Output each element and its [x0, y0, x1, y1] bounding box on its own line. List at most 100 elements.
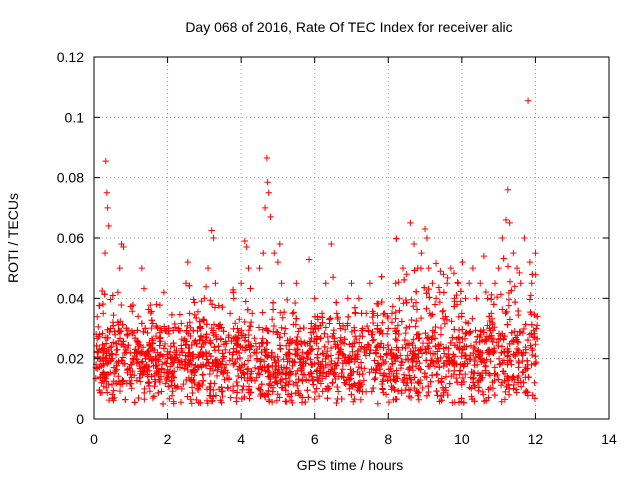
data-point: [380, 344, 387, 351]
data-point: [156, 301, 164, 309]
data-point: [281, 330, 288, 337]
data-point: [191, 368, 199, 375]
data-point: [361, 365, 368, 372]
data-point: [503, 383, 510, 391]
data-point: [433, 387, 440, 395]
data-point: [488, 335, 495, 342]
y-tick-labels: 0 0.02 0.04 0.06 0.08 0.1 0.12: [57, 49, 84, 427]
data-point: [522, 321, 529, 328]
data-point: [137, 359, 145, 366]
data-point: [242, 334, 249, 341]
data-point: [139, 358, 146, 365]
data-point: [408, 379, 415, 387]
data-point: [180, 337, 188, 344]
data-point: [444, 391, 451, 399]
data-point: [237, 280, 245, 287]
data-point: [355, 339, 363, 346]
data-point: [278, 384, 286, 391]
data-point: [509, 374, 516, 381]
data-point: [240, 382, 247, 390]
data-point: [140, 328, 147, 336]
data-point: [519, 351, 526, 359]
data-point: [372, 350, 380, 357]
data-point: [499, 234, 506, 242]
data-point: [442, 373, 450, 380]
data-point: [241, 361, 248, 368]
data-point: [291, 299, 299, 307]
data-point: [532, 358, 540, 366]
data-point: [241, 318, 248, 326]
data-point: [491, 280, 499, 287]
y-tick-label: 0.02: [57, 351, 84, 367]
data-point: [505, 302, 513, 309]
data-point: [198, 337, 206, 344]
data-point: [432, 323, 439, 331]
data-point: [262, 346, 270, 353]
data-point: [269, 362, 276, 370]
data-point: [208, 227, 215, 234]
data-point: [280, 364, 288, 371]
data-point: [423, 234, 431, 242]
data-point: [183, 327, 190, 334]
data-point: [524, 336, 532, 344]
data-point: [212, 280, 219, 287]
data-point: [479, 349, 486, 357]
data-point: [252, 340, 260, 347]
data-point: [253, 355, 261, 362]
data-point: [463, 329, 470, 337]
data-point: [105, 222, 112, 230]
data-point: [438, 397, 445, 404]
data-point: [168, 392, 176, 399]
data-point: [321, 330, 328, 337]
data-point: [438, 375, 445, 382]
data-point: [429, 350, 437, 357]
data-point: [294, 382, 301, 390]
data-point: [528, 330, 535, 337]
data-point: [185, 344, 192, 352]
data-point: [156, 378, 164, 386]
data-point: [235, 349, 243, 357]
data-point: [315, 359, 322, 367]
data-point: [480, 326, 487, 334]
data-point: [299, 362, 307, 370]
data-point: [120, 243, 127, 251]
data-point: [283, 351, 290, 358]
data-point: [209, 329, 217, 336]
data-point: [324, 338, 332, 346]
data-point: [232, 358, 239, 366]
data-point: [412, 344, 419, 352]
data-point: [532, 249, 539, 257]
data-point: [505, 391, 513, 398]
data-point: [367, 346, 374, 354]
data-point: [485, 386, 492, 393]
data-point: [351, 381, 359, 389]
data-point: [167, 342, 174, 350]
data-point: [289, 362, 296, 370]
grid-lines: [94, 57, 609, 419]
data-point: [420, 284, 428, 291]
data-point: [429, 311, 436, 318]
data-point: [428, 372, 436, 379]
data-point: [99, 353, 107, 361]
data-point: [432, 295, 440, 302]
data-point: [446, 380, 453, 387]
data-point: [451, 367, 458, 374]
data-point: [313, 374, 321, 381]
data-point: [146, 341, 153, 349]
data-point: [135, 394, 142, 402]
data-point: [108, 343, 115, 350]
data-point: [219, 355, 226, 362]
data-point: [327, 344, 335, 352]
data-point: [186, 319, 193, 326]
data-point: [112, 340, 120, 347]
data-point: [274, 380, 281, 387]
data-point: [129, 329, 136, 337]
data-point: [345, 356, 353, 364]
data-point: [503, 308, 510, 316]
data-point: [323, 352, 330, 360]
data-point: [524, 365, 531, 372]
data-point: [123, 349, 130, 356]
data-point: [305, 371, 313, 378]
data-point: [269, 299, 277, 306]
data-point: [184, 322, 191, 330]
